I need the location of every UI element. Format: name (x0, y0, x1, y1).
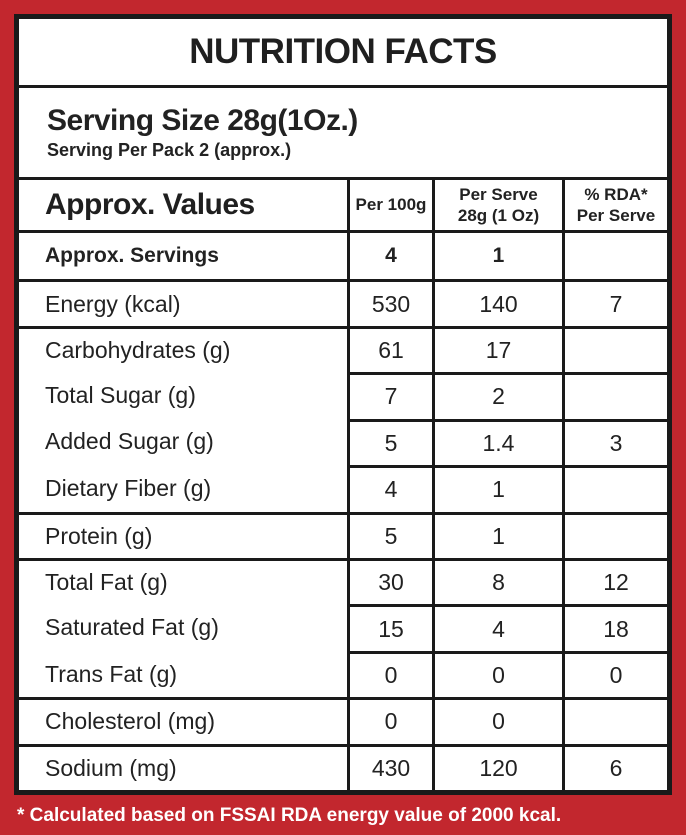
per-serve-value: 120 (432, 743, 562, 791)
nutrient-label: Added Sugar (g) (45, 428, 214, 455)
per-serve-value: 1 (432, 233, 562, 280)
nutrient-label: Dietary Fiber (g) (45, 474, 212, 501)
per-serve-value: 17 (432, 325, 562, 373)
per-100g-value: 5 (347, 418, 432, 466)
table-body: Approx. Servings 4 1 Energy (kcal) 530 1… (19, 233, 667, 791)
per-serve-value: 2 (432, 372, 562, 419)
per-serve-value: 1.4 (432, 418, 562, 466)
title-box: NUTRITION FACTS (19, 19, 667, 88)
table-row-sodium: Sodium (mg) 430 120 6 (19, 743, 667, 791)
header-approx-values: Approx. Values (45, 188, 255, 221)
table-row-energy: Energy (kcal) 530 140 7 (19, 279, 667, 326)
nutrient-label: Carbohydrates (g) (19, 325, 347, 372)
table-row-total-fat: Total Fat (g) 30 8 12 (19, 557, 667, 605)
per-100g-value: 0 (347, 650, 432, 698)
rda-value (562, 233, 667, 280)
nutrient-label: Sodium (mg) (19, 743, 347, 790)
nutrient-label: Total Sugar (g) (45, 381, 196, 408)
nutrition-table: Approx. Values Per 100g Per Serve 28g (1… (19, 180, 667, 791)
per-100g-value: 430 (347, 743, 432, 791)
per-serve-value: 4 (432, 604, 562, 651)
table-row-total-sugar: Total Sugar (g) 7 2 (19, 372, 667, 419)
serving-size-text: Serving Size 28g(1Oz.) (47, 104, 358, 137)
rda-value: 6 (562, 743, 667, 791)
per-serve-value: 0 (432, 650, 562, 698)
table-row-protein: Protein (g) 5 1 (19, 511, 667, 558)
table-header-row: Approx. Values Per 100g Per Serve 28g (1… (19, 180, 667, 233)
per-serve-value: 140 (432, 279, 562, 326)
header-per-serve: Per Serve 28g (1 Oz) (432, 180, 562, 230)
table-row-approx-servings: Approx. Servings 4 1 (19, 233, 667, 280)
page-title: NUTRITION FACTS (189, 32, 497, 71)
rda-value (562, 465, 667, 512)
per-100g-value: 30 (347, 557, 432, 605)
rda-value (562, 697, 667, 744)
rda-value: 12 (562, 557, 667, 605)
nutrient-label: Saturated Fat (g) (45, 614, 219, 641)
per-100g-value: 7 (347, 372, 432, 419)
nutrient-label: Approx. Servings (45, 244, 219, 268)
table-row-cholesterol: Cholesterol (mg) 0 0 (19, 697, 667, 744)
per-100g-value: 15 (347, 604, 432, 651)
nutrient-label: Total Fat (g) (19, 557, 347, 604)
nutrient-label: Cholesterol (mg) (19, 697, 347, 743)
serving-per-pack-text: Serving Per Pack 2 (approx.) (47, 140, 292, 160)
rda-value (562, 511, 667, 558)
per-serve-value: 8 (432, 557, 562, 605)
per-100g-value: 0 (347, 697, 432, 744)
per-serve-value: 1 (432, 465, 562, 512)
table-row-dietary-fiber: Dietary Fiber (g) 4 1 (19, 465, 667, 512)
rda-value: 0 (562, 650, 667, 698)
header-rda: % RDA* Per Serve (562, 180, 667, 230)
table-row-carbohydrates: Carbohydrates (g) 61 17 (19, 325, 667, 373)
rda-value: 7 (562, 279, 667, 326)
rda-value: 18 (562, 604, 667, 651)
serving-info: Serving Size 28g(1Oz.) Serving Per Pack … (19, 88, 667, 180)
header-per-100g: Per 100g (347, 180, 432, 230)
rda-value: 3 (562, 418, 667, 466)
rda-value (562, 372, 667, 419)
per-serve-value: 0 (432, 697, 562, 744)
nutrient-label: Protein (g) (19, 511, 347, 558)
nutrient-label: Trans Fat (g) (45, 660, 178, 687)
per-100g-value: 4 (347, 233, 432, 280)
table-row-trans-fat: Trans Fat (g) 0 0 0 (19, 650, 667, 698)
per-100g-value: 61 (347, 325, 432, 373)
label-panel: NUTRITION FACTS Serving Size 28g(1Oz.) S… (14, 14, 672, 795)
rda-value (562, 325, 667, 373)
nutrient-label: Energy (kcal) (19, 279, 347, 325)
per-100g-value: 5 (347, 511, 432, 558)
table-row-added-sugar: Added Sugar (g) 5 1.4 3 (19, 418, 667, 466)
rda-footnote: * Calculated based on FSSAI RDA energy v… (17, 805, 562, 826)
per-100g-value: 4 (347, 465, 432, 512)
per-serve-value: 1 (432, 511, 562, 558)
per-100g-value: 530 (347, 279, 432, 326)
table-row-saturated-fat: Saturated Fat (g) 15 4 18 (19, 604, 667, 651)
